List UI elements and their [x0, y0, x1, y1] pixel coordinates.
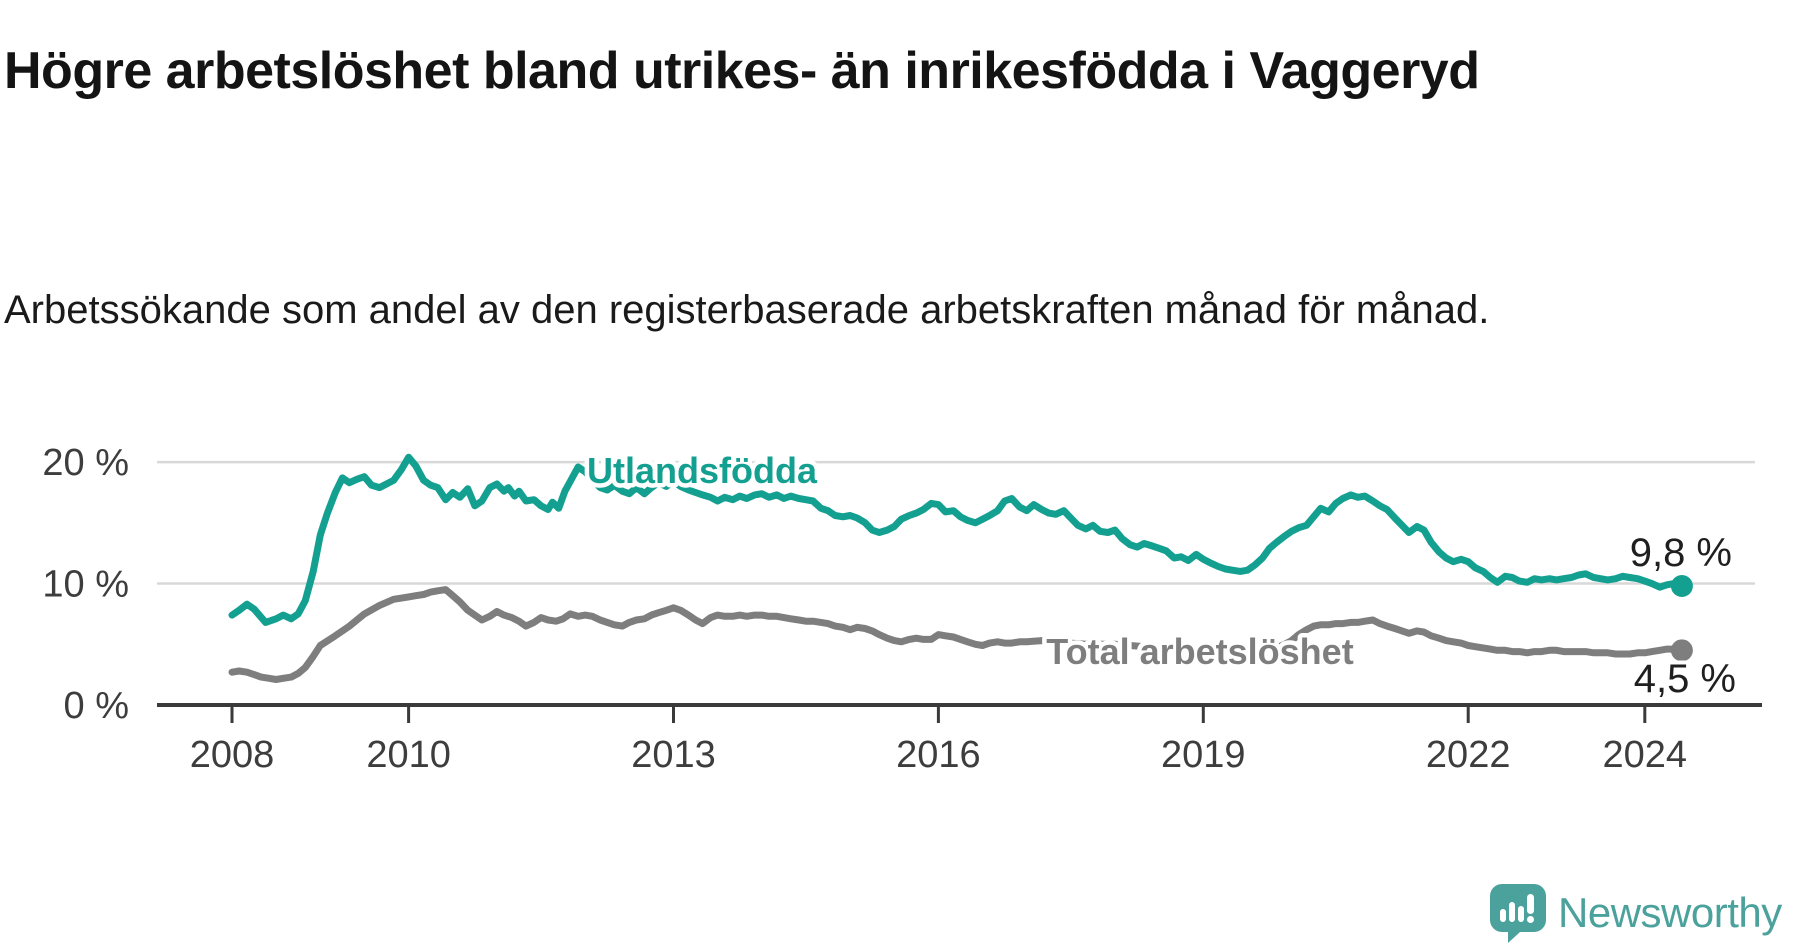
- newsworthy-logo-icon: [1490, 884, 1546, 943]
- y-tick-label-20: 20 %: [42, 442, 129, 484]
- series-name-label-total-arbetsl-shet: Total arbetslöshet: [1046, 631, 1353, 672]
- series-line-utlandsf-dda: [228, 453, 1686, 626]
- newsworthy-logo-text: Newsworthy: [1558, 889, 1782, 936]
- line-chart-canvas: 2008 2010 2013 2016 2019 2022 2024 0 % 10 % 20 % U…: [42, 442, 1762, 776]
- series-end-value-label-total-arbetsl-shet: 4,5 %: [1634, 657, 1736, 701]
- chart-subtitle: Arbetssökande som andel av den registerb…: [4, 288, 1490, 332]
- series-line-total-arbetsl-shet: [228, 586, 1686, 683]
- x-tick-label-2010: 2010: [366, 734, 451, 776]
- series-end-value-label-utlandsf-dda: 9,8 %: [1630, 531, 1732, 575]
- y-tick-label-10: 10 %: [42, 564, 129, 606]
- page-title: Högre arbetslöshet bland utrikes- än inr…: [4, 41, 1480, 100]
- y-tick-label-0: 0 %: [64, 685, 129, 727]
- x-tick-label-2019: 2019: [1161, 734, 1246, 776]
- series-end-dot-total-arbetsl-shet: [1670, 639, 1693, 662]
- newsworthy-logo: Newsworthy: [1488, 882, 1782, 944]
- series-name-label-utlandsf-dda: Utlandsfödda: [587, 450, 818, 491]
- x-tick-label-2016: 2016: [896, 734, 981, 776]
- series-end-dot-utlandsf-dda: [1670, 574, 1693, 597]
- x-tick-label-2008: 2008: [190, 734, 275, 776]
- x-tick-label-2022: 2022: [1426, 734, 1511, 776]
- x-tick-label-2013: 2013: [631, 734, 716, 776]
- x-tick-label-2024: 2024: [1603, 734, 1688, 776]
